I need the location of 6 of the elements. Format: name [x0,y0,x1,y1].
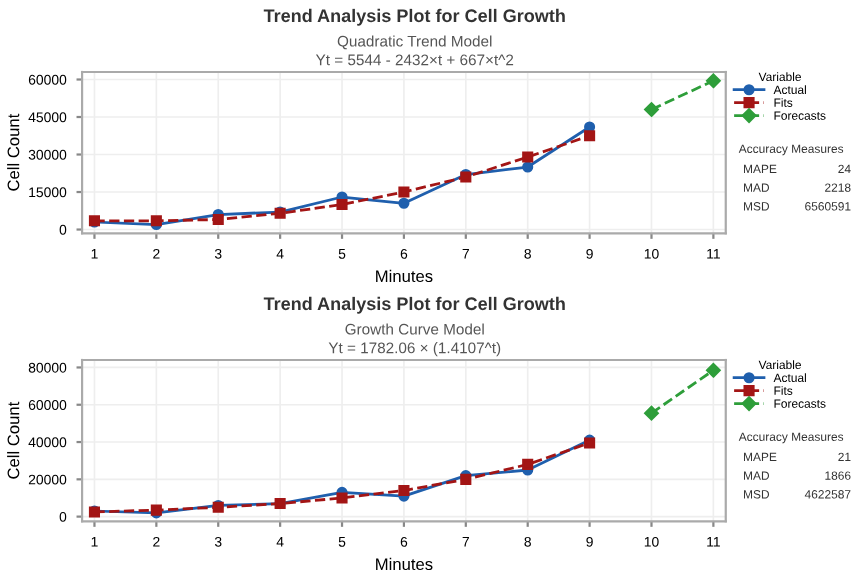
chart-title: Trend Analysis Plot for Cell Growth [263,8,565,26]
y-axis-title: Cell Count [7,113,20,191]
x-axis-title: Minutes [376,269,433,283]
chart-title: Trend Analysis Plot for Cell Growth [263,296,565,314]
y-axis-title: Cell Count [7,401,20,479]
x-axis-title: Minutes [376,557,433,571]
